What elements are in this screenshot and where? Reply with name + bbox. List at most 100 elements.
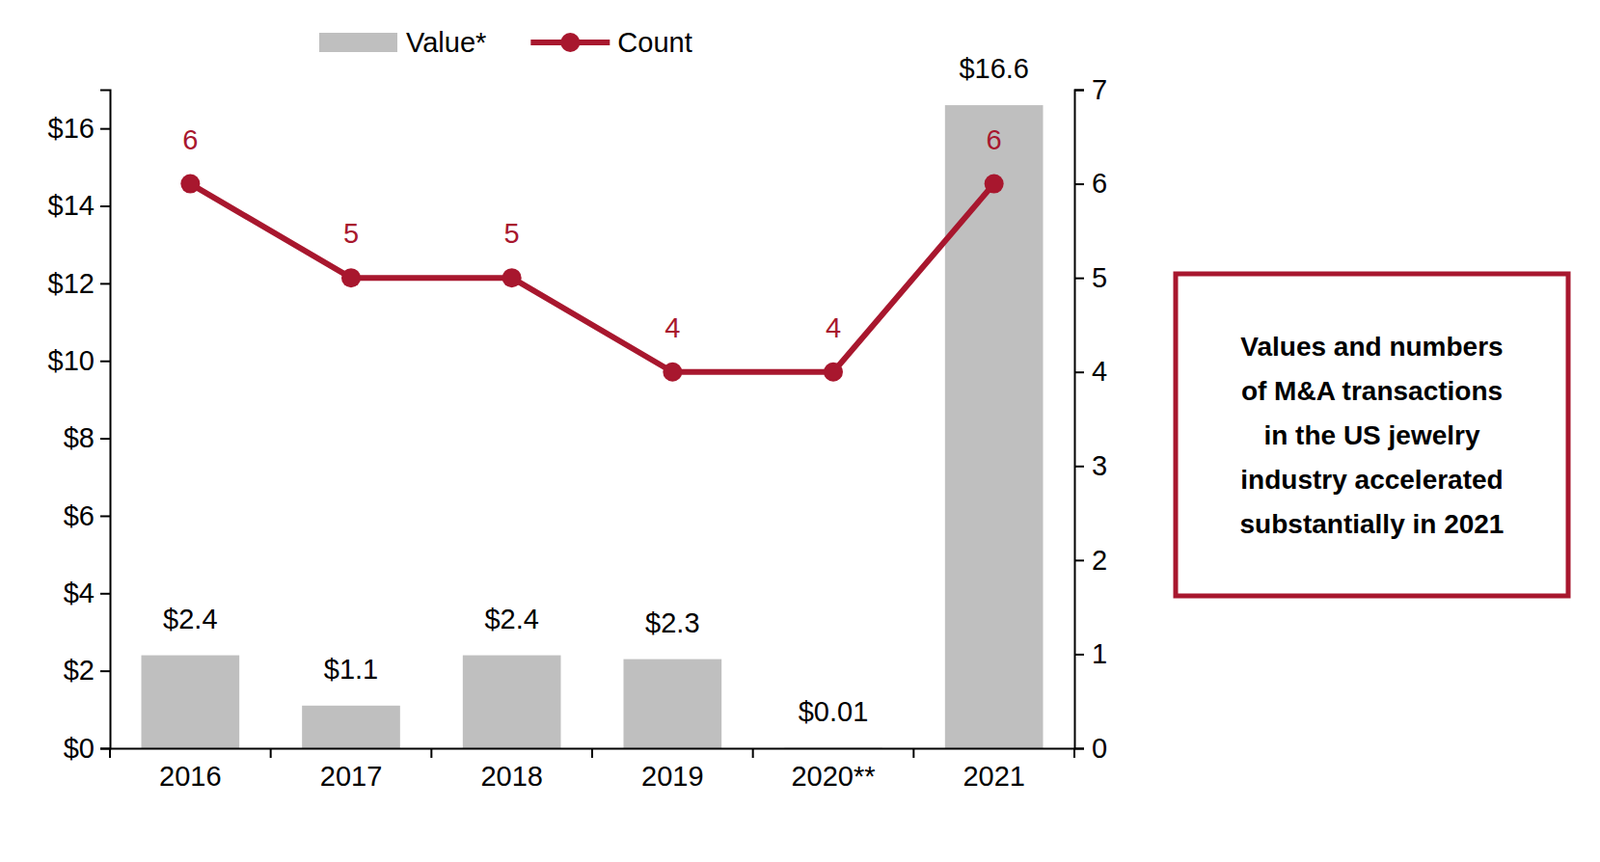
- tick-mark: [100, 128, 110, 131]
- tick: 2019: [641, 760, 705, 792]
- legend: Value* Count: [319, 27, 693, 58]
- x-axis: 20162017201820192020**2021: [109, 748, 1076, 792]
- tick-label: $14: [48, 189, 95, 221]
- tick-label: 6: [1091, 167, 1108, 199]
- tick-mark: [100, 515, 110, 517]
- bar: [301, 705, 401, 749]
- tick: 1: [1074, 638, 1108, 670]
- category-separator: [1073, 748, 1076, 759]
- tick-label: 5: [1091, 262, 1108, 294]
- tick: 4: [1074, 355, 1108, 387]
- tick-label: 3: [1091, 450, 1108, 482]
- tick: $6: [63, 500, 110, 532]
- tick-label: 4: [1091, 355, 1108, 387]
- annotation: Values and numbersof M&A transactionsin …: [1175, 273, 1569, 597]
- tick: 5: [1074, 262, 1108, 294]
- annotation-box: [1175, 273, 1569, 597]
- tick-mark: [1074, 748, 1085, 751]
- data-label: 5: [504, 217, 520, 249]
- tick-mark: [1074, 371, 1085, 374]
- data-label: $1.1: [324, 653, 379, 685]
- marks: [141, 105, 1044, 749]
- tick-label: $8: [63, 422, 95, 454]
- data-label: 6: [986, 124, 1003, 156]
- data-label: 5: [343, 217, 359, 249]
- bar: [945, 105, 1044, 749]
- marker: [823, 362, 843, 382]
- tick-label: 2: [1091, 544, 1108, 576]
- tick-label: $10: [48, 345, 95, 377]
- tick-label: 2016: [159, 760, 222, 792]
- tick-mark: [100, 282, 110, 285]
- bar: [141, 655, 241, 749]
- tick-mark: [1074, 277, 1085, 280]
- data-label: $0.01: [798, 696, 869, 728]
- tick: $16: [48, 112, 110, 144]
- axis-line: [100, 90, 111, 750]
- tick-label: 2017: [320, 760, 383, 792]
- tick: 2017: [320, 760, 383, 792]
- tick-mark: [1074, 559, 1085, 562]
- tick-mark: [1074, 653, 1085, 656]
- legend-item: Value*: [319, 27, 487, 58]
- tick-label: 2019: [641, 760, 705, 792]
- marker: [502, 268, 522, 288]
- tick: $4: [63, 577, 110, 609]
- tick: 6: [1074, 167, 1108, 199]
- category-separator: [752, 748, 755, 759]
- tick: 2021: [962, 760, 1026, 792]
- category-separator: [430, 748, 433, 759]
- tick-mark: [100, 205, 110, 208]
- annotation-text: Values and numbersof M&A transactionsin …: [1240, 331, 1505, 540]
- tick: 2: [1074, 544, 1108, 576]
- tick-mark: [100, 748, 110, 751]
- legend-label: Count: [617, 27, 692, 58]
- tick-mark: [1074, 89, 1085, 92]
- tick-mark: [100, 437, 110, 440]
- marker: [341, 268, 361, 288]
- tick: 0: [1074, 732, 1108, 764]
- category-separator: [270, 748, 272, 759]
- tick: 7: [1074, 74, 1108, 106]
- plot: $2.4$1.1$2.4$2.3$0.01$16.6655446$0$2$4$6…: [48, 53, 1109, 792]
- tick: 3: [1074, 450, 1108, 482]
- tick: $12: [48, 268, 110, 299]
- data-label: $2.3: [645, 607, 700, 639]
- tick: $8: [63, 422, 110, 454]
- tick: $14: [48, 189, 110, 221]
- marker: [180, 174, 200, 194]
- category-separator: [108, 748, 111, 759]
- tick-label: $12: [48, 268, 95, 299]
- bar: [623, 659, 723, 749]
- tick: 2018: [480, 760, 543, 792]
- tick-mark: [100, 360, 110, 363]
- tick-mark: [1074, 465, 1085, 468]
- data-labels: $2.4$1.1$2.4$2.3$0.01$16.6655446: [162, 53, 1030, 728]
- legend-item: Count: [530, 27, 692, 58]
- marker: [662, 362, 682, 382]
- tick: $10: [48, 345, 110, 377]
- tick-label: $4: [63, 577, 95, 609]
- tick-label: 2018: [480, 760, 543, 792]
- tick: $2: [63, 654, 110, 686]
- tick-label: 7: [1091, 74, 1108, 106]
- category-separator: [591, 748, 594, 759]
- tick: $0: [63, 732, 110, 764]
- tick-label: 2021: [962, 760, 1026, 792]
- chart: $2.4$1.1$2.4$2.3$0.01$16.6655446$0$2$4$6…: [0, 0, 1600, 862]
- legend-label: Value*: [406, 27, 487, 58]
- axis-line: [1075, 90, 1085, 750]
- legend-symbol: [560, 32, 580, 53]
- tick-label: $0: [63, 732, 95, 764]
- legend-symbol: [319, 32, 398, 53]
- y2-axis: 0 1 2 3 4 5 6 7: [1074, 74, 1108, 764]
- bar: [462, 655, 562, 749]
- tick: 2016: [159, 760, 222, 792]
- tick-mark: [100, 670, 110, 673]
- data-label: $2.4: [484, 603, 539, 635]
- data-label: $16.6: [958, 53, 1030, 84]
- tick-mark: [100, 593, 110, 596]
- data-label: $2.4: [162, 603, 217, 635]
- tick-label: $16: [48, 112, 95, 144]
- line: [189, 184, 994, 373]
